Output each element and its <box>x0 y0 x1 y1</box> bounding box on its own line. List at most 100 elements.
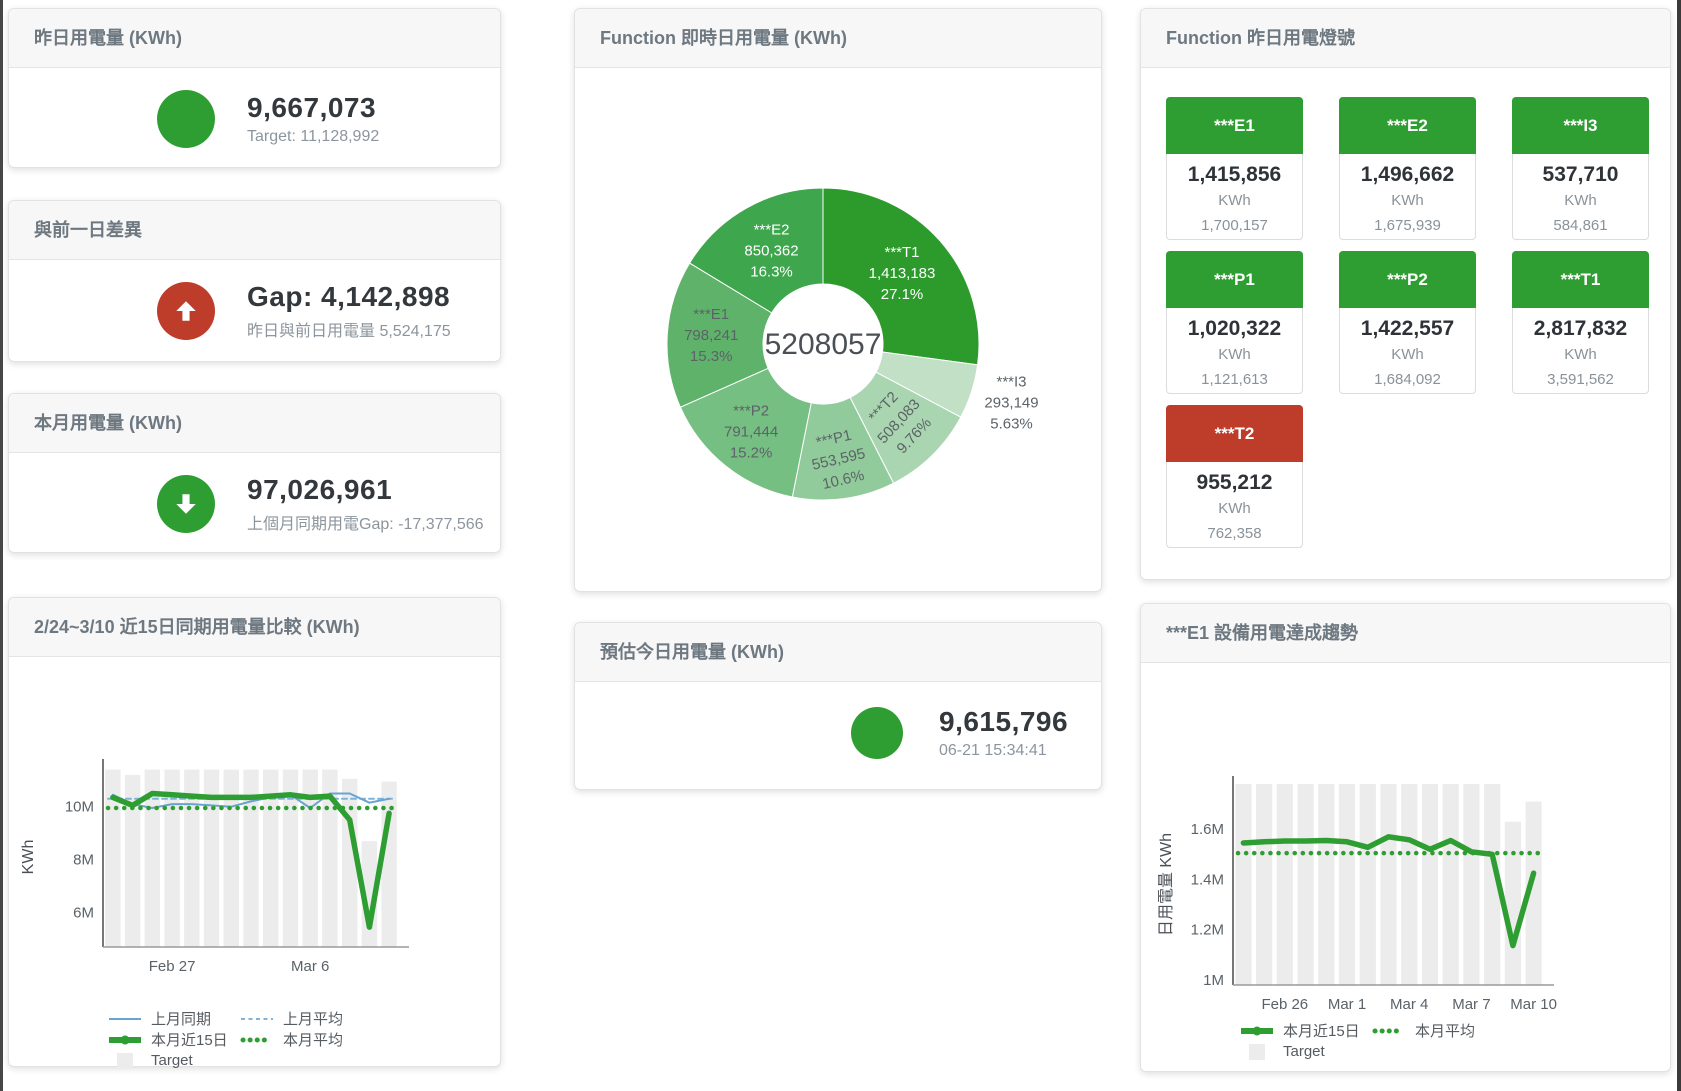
kpi-row: Gap: 4,142,898 昨日與前日用電量 5,524,175 <box>157 261 500 361</box>
window-left-edge <box>0 0 3 1091</box>
lamp-tile-body: 1,415,856 KWh 1,700,157 <box>1167 154 1302 239</box>
compare-15day-line-chart[interactable]: 6M 8M 10M Feb 27 Mar 6 KWh <box>9 657 500 1003</box>
legend-label: 上月平均 <box>283 1011 344 1028</box>
lamp-tile-I3[interactable]: ***I3 537,710 KWh 584,861 <box>1512 97 1649 240</box>
lamp-tile-value: 1,020,322 <box>1187 317 1282 340</box>
lamp-tile-target: 1,684,092 <box>1374 371 1441 388</box>
legend-item-上月同期[interactable]: 上月同期 <box>108 1008 240 1029</box>
lamp-tile-unit: KWh <box>1218 500 1251 517</box>
legend-item-上月平均[interactable]: 上月平均 <box>240 1008 372 1029</box>
svg-text:5208057: 5208057 <box>765 328 882 361</box>
yesterday-usage-target: Target: 11,128,992 <box>247 128 380 145</box>
legend-label: 本月近15日 <box>1283 1023 1360 1040</box>
month-usage-gap: 上個月同期用電Gap: -17,377,566 <box>247 516 484 533</box>
legend-item-Target[interactable]: Target <box>108 1052 240 1069</box>
card-day-gap-title: 與前一日差異 <box>9 201 500 260</box>
kpi-row: 9,615,796 06-21 15:34:41 <box>851 683 1101 783</box>
trend-chart-legend: 本月近15日 本月平均 Target <box>1141 1020 1670 1062</box>
lamp-tiles-grid: ***E1 1,415,856 KWh 1,700,157 ***E2 1,496,662… <box>1166 97 1649 548</box>
svg-text:Feb 26: Feb 26 <box>1261 996 1308 1013</box>
legend-marker-line <box>109 1017 141 1020</box>
lamp-tile-target: 762,358 <box>1207 525 1262 542</box>
card-realtime-usage-donut: Function 即時日用電量 (KWh) ***T1 1,413,183 27.1… <box>574 8 1102 592</box>
svg-text:Feb 27: Feb 27 <box>149 958 196 975</box>
lamp-tile-target: 1,675,939 <box>1374 217 1441 234</box>
card-e1-trend-chart: ***E1 設備用電達成趨勢 1M 1.2M 1.4M 1.6M Feb 26 Mar 1… <box>1140 603 1671 1072</box>
lamp-tile-target: 3,591,562 <box>1547 371 1614 388</box>
compare-chart-legend: 上月同期 上月平均本月近15日 本月平均 Target <box>9 1008 500 1071</box>
lamp-tile-header: ***T1 <box>1512 251 1649 308</box>
compare-chart-title: 2/24~3/10 近15日同期用電量比較 (KWh) <box>9 598 500 657</box>
lamp-tile-P1[interactable]: ***P1 1,020,322 KWh 1,121,613 <box>1166 251 1303 394</box>
lamp-tile-target: 1,700,157 <box>1201 217 1268 234</box>
svg-text:6M: 6M <box>73 905 94 922</box>
card-month-usage: 本月用電量 (KWh) 97,026,961 上個月同期用電Gap: -17,3… <box>8 393 501 553</box>
legend-marker-dotted <box>240 1037 274 1042</box>
legend-marker-dashed <box>241 1017 273 1020</box>
lamp-tile-T1[interactable]: ***T1 2,817,832 KWh 3,591,562 <box>1512 251 1649 394</box>
legend-item-本月平均[interactable]: 本月平均 <box>240 1029 372 1050</box>
lamp-tile-value: 1,422,557 <box>1360 317 1455 340</box>
lamp-tile-T2[interactable]: ***T2 955,212 KWh 762,358 <box>1166 405 1303 548</box>
lamp-tile-header: ***T2 <box>1166 405 1303 462</box>
lamp-tile-body: 537,710 KWh 584,861 <box>1513 154 1648 239</box>
estimated-usage-timestamp: 06-21 15:34:41 <box>939 742 1047 759</box>
svg-text:Mar 4: Mar 4 <box>1390 996 1428 1013</box>
lamp-tile-E2[interactable]: ***E2 1,496,662 KWh 1,675,939 <box>1339 97 1476 240</box>
card-estimated-today-usage: 預估今日用電量 (KWh) 9,615,796 06-21 15:34:41 <box>574 622 1102 790</box>
legend-item-本月平均[interactable]: 本月平均 <box>1372 1020 1504 1041</box>
estimated-usage-value: 9,615,796 <box>939 706 1069 737</box>
lamp-tile-unit: KWh <box>1391 346 1424 363</box>
legend-marker-box <box>117 1052 133 1069</box>
yesterday-usage-value: 9,667,073 <box>247 92 377 123</box>
day-gap-value: Gap: 4,142,898 <box>247 281 451 312</box>
svg-text:KWh: KWh <box>20 840 37 875</box>
trend-chart-title: ***E1 設備用電達成趨勢 <box>1141 604 1670 663</box>
legend-label: Target <box>1283 1043 1325 1060</box>
card-15day-compare-chart: 2/24~3/10 近15日同期用電量比較 (KWh) 6M 8M 10M Feb 2… <box>8 597 501 1069</box>
card-yesterday-title: 昨日用電量 (KWh) <box>9 9 500 68</box>
lamp-tile-value: 955,212 <box>1196 471 1273 494</box>
card-yesterday-usage: 昨日用電量 (KWh) 9,667,073 Target: 11,128,992 <box>8 8 501 168</box>
lamp-tile-body: 955,212 KWh 762,358 <box>1167 462 1302 547</box>
realtime-usage-donut-chart[interactable]: ***T1 1,413,183 27.1%***I3 293,149 5.63%***T… <box>575 68 1101 592</box>
svg-text:1.4M: 1.4M <box>1191 872 1224 889</box>
green-status-circle-icon <box>157 90 215 148</box>
svg-text:8M: 8M <box>73 852 94 869</box>
lamp-tile-value: 1,415,856 <box>1187 163 1282 186</box>
estimate-card-title: 預估今日用電量 (KWh) <box>575 623 1101 682</box>
legend-item-本月近15日[interactable]: 本月近15日 <box>108 1029 240 1050</box>
legend-item-本月近15日[interactable]: 本月近15日 <box>1240 1020 1372 1041</box>
lamp-tile-body: 1,496,662 KWh 1,675,939 <box>1340 154 1475 239</box>
svg-text:Mar 6: Mar 6 <box>291 958 329 975</box>
day-gap-subtitle: 昨日與前日用電量 5,524,175 <box>247 323 451 340</box>
legend-label: 本月平均 <box>1415 1023 1476 1040</box>
legend-item-Target[interactable]: Target <box>1240 1043 1372 1060</box>
kpi-row: 97,026,961 上個月同期用電Gap: -17,377,566 <box>157 454 500 554</box>
e1-trend-line-chart[interactable]: 1M 1.2M 1.4M 1.6M Feb 26 Mar 1 Mar 4 Mar 7 Mar 1… <box>1141 663 1670 1015</box>
lamp-tile-value: 1,496,662 <box>1360 163 1455 186</box>
legend-row: 本月近15日 本月平均 <box>1141 1020 1670 1041</box>
lamp-tile-unit: KWh <box>1564 346 1597 363</box>
svg-text:Mar 10: Mar 10 <box>1510 996 1557 1013</box>
legend-marker-box <box>1249 1043 1265 1060</box>
lamp-tile-unit: KWh <box>1564 192 1597 209</box>
lamp-tile-P2[interactable]: ***P2 1,422,557 KWh 1,684,092 <box>1339 251 1476 394</box>
lamps-card-title: Function 昨日用電燈號 <box>1141 9 1670 68</box>
lamp-tile-value: 2,817,832 <box>1533 317 1628 340</box>
lamp-tile-body: 2,817,832 KWh 3,591,562 <box>1513 308 1648 393</box>
legend-marker-dotted <box>1372 1028 1406 1033</box>
legend-label: 本月近15日 <box>151 1032 228 1049</box>
lamp-tile-body: 1,020,322 KWh 1,121,613 <box>1167 308 1302 393</box>
lamp-tile-header: ***P1 <box>1166 251 1303 308</box>
legend-row: 上月同期 上月平均 <box>9 1008 500 1029</box>
lamp-tile-E1[interactable]: ***E1 1,415,856 KWh 1,700,157 <box>1166 97 1303 240</box>
lamp-tile-unit: KWh <box>1218 192 1251 209</box>
svg-text:1.6M: 1.6M <box>1191 821 1224 838</box>
lamp-tile-header: ***E2 <box>1339 97 1476 154</box>
lamp-tile-header: ***E1 <box>1166 97 1303 154</box>
legend-label: 上月同期 <box>151 1011 212 1028</box>
